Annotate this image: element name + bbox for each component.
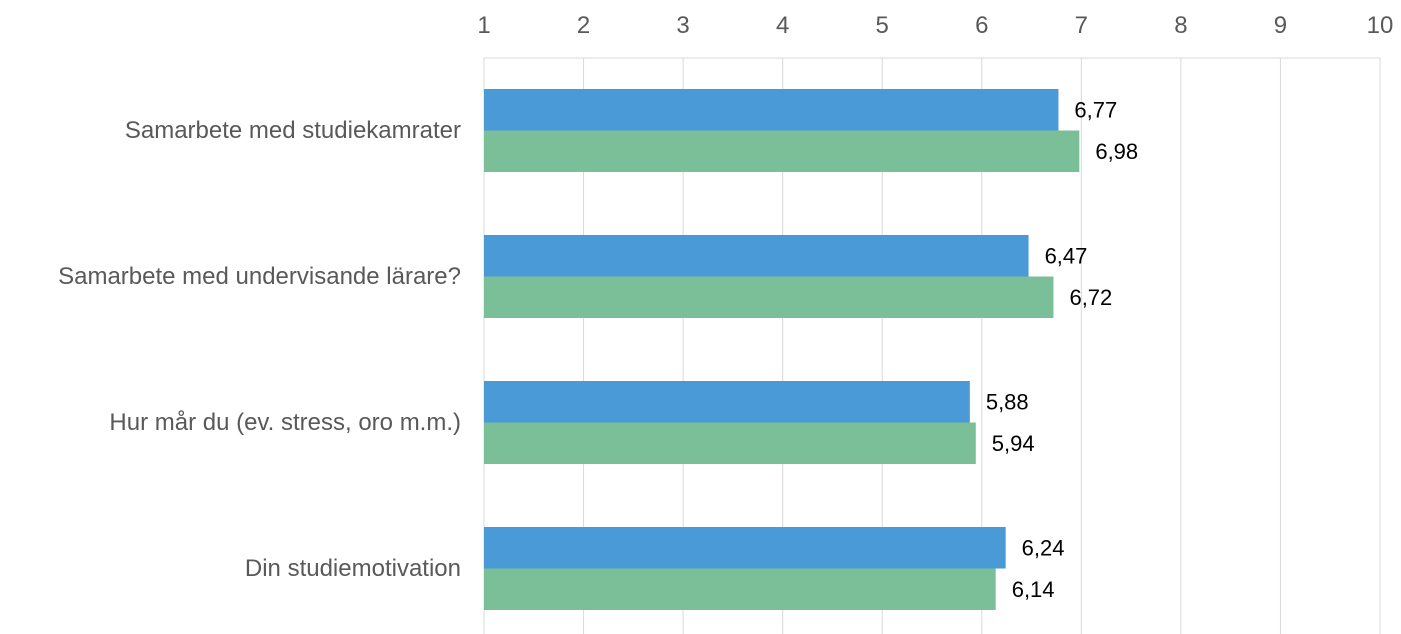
- x-tick-label: 6: [975, 12, 988, 39]
- data-labels: 6,77 6,98 6,47 6,72 5,88 5,94 6,24 6,14: [986, 97, 1138, 602]
- bars: [484, 89, 1080, 610]
- category-label: Din studiemotivation: [245, 555, 461, 582]
- x-tick-label: 4: [776, 12, 789, 39]
- category-labels: Samarbete med studiekamrater Samarbete me…: [58, 117, 461, 582]
- bar-series-1-3: [484, 527, 1006, 569]
- data-label: 5,94: [992, 431, 1035, 456]
- bar-series-2-1: [484, 276, 1054, 318]
- data-label: 6,47: [1045, 243, 1088, 268]
- bar-series-2-2: [484, 422, 976, 464]
- x-tick-label: 7: [1075, 12, 1088, 39]
- data-label: 6,72: [1069, 285, 1112, 310]
- data-label: 6,24: [1022, 535, 1065, 560]
- category-label: Hur mår du (ev. stress, oro m.m.): [109, 409, 461, 436]
- data-label: 5,88: [986, 389, 1029, 414]
- data-label: 6,98: [1095, 139, 1138, 164]
- bar-series-2-3: [484, 568, 996, 610]
- x-tick-label: 9: [1274, 12, 1287, 39]
- bar-series-1-1: [484, 235, 1029, 277]
- category-label: Samarbete med studiekamrater: [125, 117, 461, 144]
- data-label: 6,14: [1012, 577, 1055, 602]
- bar-series-1-2: [484, 381, 970, 423]
- x-tick-label: 3: [676, 12, 689, 39]
- data-label: 6,77: [1074, 97, 1117, 122]
- x-tick-label: 1: [477, 12, 490, 39]
- category-label: Samarbete med undervisande lärare?: [58, 263, 461, 290]
- x-tick-label: 8: [1174, 12, 1187, 39]
- x-tick-label: 5: [876, 12, 889, 39]
- x-tick-label: 2: [577, 12, 590, 39]
- bar-series-2-0: [484, 130, 1080, 172]
- bar-series-1-0: [484, 89, 1059, 131]
- x-tick-label: 10: [1367, 12, 1394, 39]
- x-axis-ticks: 1 2 3 4 5 6 7 8 9 10: [477, 12, 1393, 39]
